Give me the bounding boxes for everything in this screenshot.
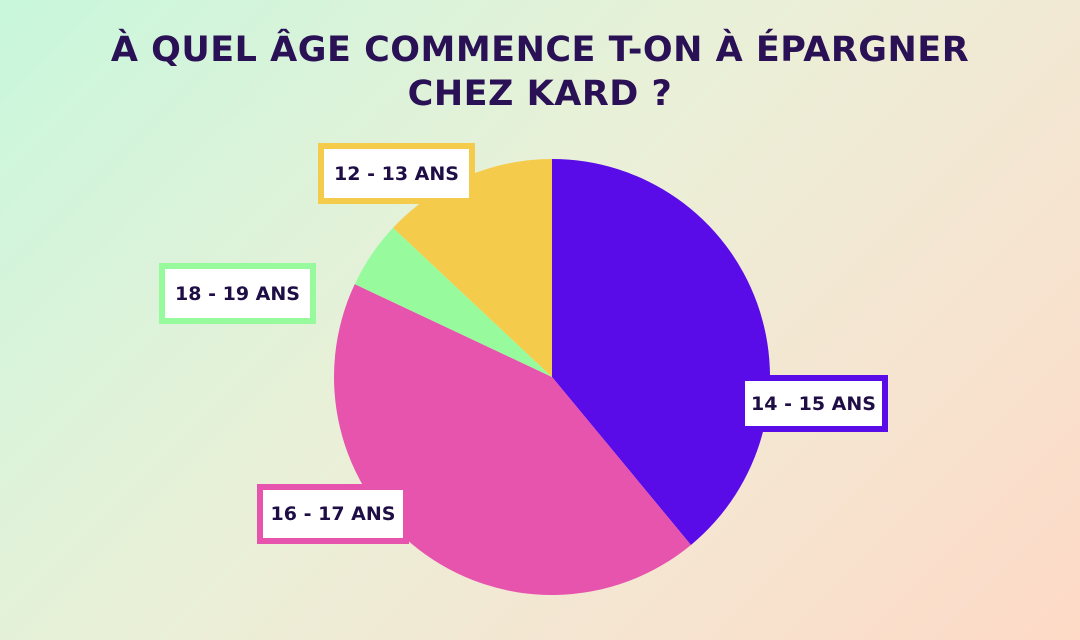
slice-label-16-17: 16 - 17 ANS <box>257 484 409 544</box>
chart-title-line-2: CHEZ KARD ? <box>407 74 673 114</box>
chart-title-line-1: À QUEL ÂGE COMMENCE T-ON À ÉPARGNER <box>110 30 970 70</box>
slice-label-12-13: 12 - 13 ANS <box>318 143 475 204</box>
pie-slice-16-17ans <box>334 284 691 595</box>
slice-label-18-19: 18 - 19 ANS <box>159 263 316 324</box>
pie-slice-12-13ans <box>393 159 552 377</box>
pie-slices <box>334 159 770 595</box>
pie-slice-18-19ans <box>354 227 552 377</box>
pie-slice-14-15ans <box>552 159 770 545</box>
chart-title: À QUEL ÂGE COMMENCE T-ON À ÉPARGNER CHEZ… <box>0 28 1080 116</box>
slice-label-14-15: 14 - 15 ANS <box>739 375 888 432</box>
